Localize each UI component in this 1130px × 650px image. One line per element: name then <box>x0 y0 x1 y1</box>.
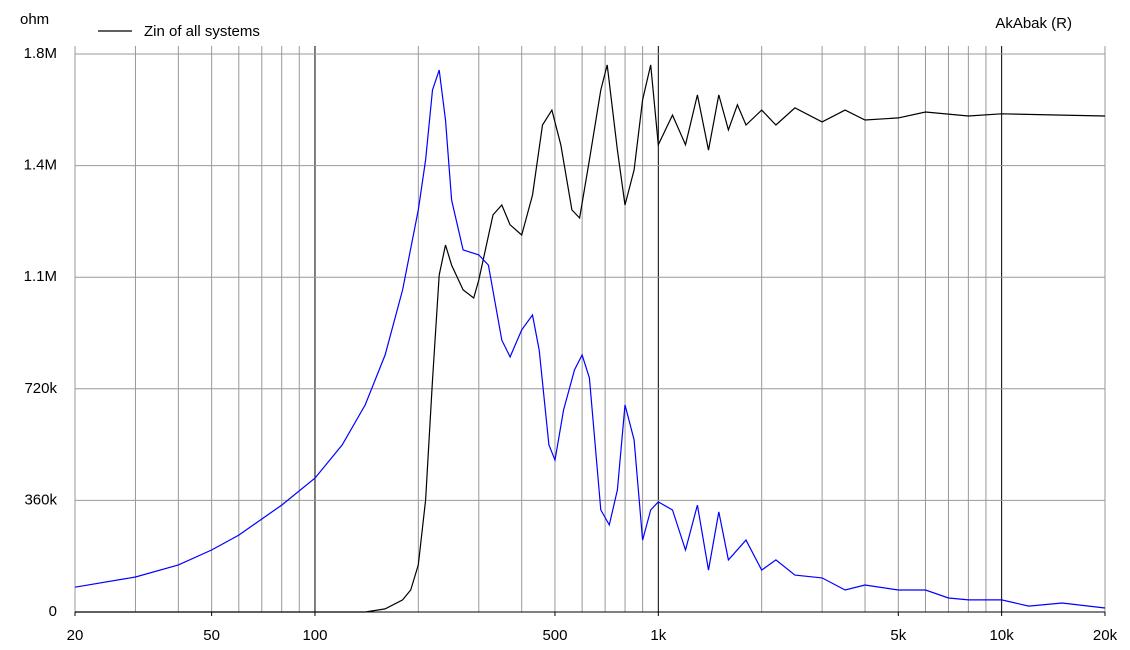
y-tick-label: 1.4M <box>24 157 57 174</box>
x-tick-label: 20 <box>67 627 84 644</box>
y-tick-label: 0 <box>49 603 57 620</box>
series-line <box>75 64 1106 613</box>
x-tick-label: 20k <box>1093 627 1118 644</box>
y-tick-label: 720k <box>24 380 57 397</box>
chart-title: AkAbak (R) <box>995 15 1072 32</box>
series-line <box>74 69 1106 609</box>
y-tick-label: 360k <box>24 491 57 508</box>
x-tick-label: 50 <box>203 627 220 644</box>
y-tick-label: 1.8M <box>24 45 57 62</box>
x-tick-label: 1k <box>650 627 666 644</box>
x-tick-label: 500 <box>542 627 567 644</box>
x-tick-label: 5k <box>890 627 906 644</box>
x-tick-label: 10k <box>990 627 1015 644</box>
x-tick-label: 100 <box>302 627 327 644</box>
y-axis-label: ohm <box>20 11 49 28</box>
legend-label: Zin of all systems <box>144 23 260 40</box>
y-tick-label: 1.1M <box>24 268 57 285</box>
